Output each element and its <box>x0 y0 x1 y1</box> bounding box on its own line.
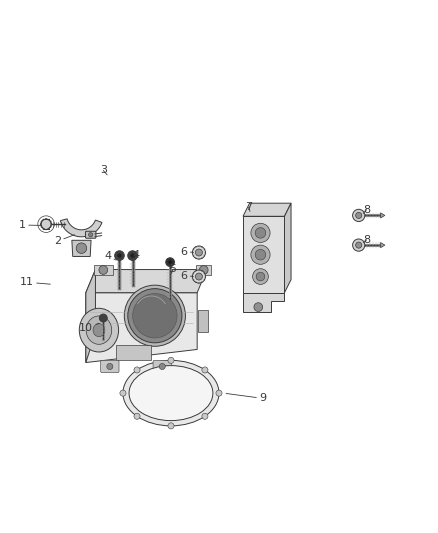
Circle shape <box>131 253 135 258</box>
Polygon shape <box>86 270 95 362</box>
Circle shape <box>168 357 174 364</box>
Text: 6: 6 <box>180 271 194 281</box>
Polygon shape <box>243 293 285 312</box>
Text: 9: 9 <box>226 393 266 403</box>
Text: 6: 6 <box>180 247 194 257</box>
Circle shape <box>251 223 270 243</box>
Circle shape <box>356 212 362 219</box>
FancyBboxPatch shape <box>85 231 96 238</box>
Text: 1: 1 <box>19 220 41 230</box>
Circle shape <box>168 423 174 429</box>
Circle shape <box>88 232 93 237</box>
Ellipse shape <box>79 308 119 352</box>
Text: 11: 11 <box>20 277 50 287</box>
Polygon shape <box>243 203 291 216</box>
Circle shape <box>195 273 202 280</box>
Circle shape <box>120 390 126 396</box>
Circle shape <box>99 265 108 274</box>
Circle shape <box>168 261 172 264</box>
Polygon shape <box>243 216 285 293</box>
Polygon shape <box>94 265 113 275</box>
Circle shape <box>192 270 205 283</box>
Circle shape <box>115 251 124 261</box>
Circle shape <box>76 243 87 253</box>
Polygon shape <box>86 293 197 362</box>
Circle shape <box>133 294 177 338</box>
Polygon shape <box>285 203 291 293</box>
Ellipse shape <box>123 360 219 426</box>
Circle shape <box>134 413 140 419</box>
Circle shape <box>254 303 263 311</box>
Circle shape <box>166 258 174 266</box>
Polygon shape <box>117 345 151 360</box>
Circle shape <box>117 253 122 258</box>
Circle shape <box>256 272 265 281</box>
Ellipse shape <box>93 324 105 337</box>
Circle shape <box>107 364 113 369</box>
Polygon shape <box>72 240 91 256</box>
Circle shape <box>195 249 202 256</box>
Circle shape <box>202 413 208 419</box>
Circle shape <box>199 265 208 274</box>
Text: 7: 7 <box>245 202 252 212</box>
Text: 8: 8 <box>363 235 370 245</box>
Text: 2: 2 <box>54 235 74 246</box>
Text: 10: 10 <box>79 322 99 333</box>
Circle shape <box>353 239 365 251</box>
Circle shape <box>134 367 140 373</box>
Circle shape <box>202 367 208 373</box>
Polygon shape <box>60 219 102 237</box>
Polygon shape <box>196 265 211 275</box>
FancyBboxPatch shape <box>101 360 119 373</box>
Circle shape <box>356 242 362 248</box>
Polygon shape <box>381 243 385 248</box>
Text: 3: 3 <box>100 165 107 175</box>
Circle shape <box>128 251 138 261</box>
Circle shape <box>251 245 270 264</box>
Circle shape <box>253 269 268 285</box>
FancyBboxPatch shape <box>153 360 171 373</box>
Polygon shape <box>86 270 207 293</box>
Circle shape <box>216 390 222 396</box>
Polygon shape <box>198 310 208 332</box>
Circle shape <box>99 314 107 322</box>
Polygon shape <box>381 213 385 218</box>
Circle shape <box>255 228 266 238</box>
Circle shape <box>128 289 182 343</box>
Circle shape <box>192 246 205 259</box>
Text: 8: 8 <box>363 205 370 215</box>
Text: 5: 5 <box>170 264 177 274</box>
Circle shape <box>124 285 185 346</box>
Text: 4: 4 <box>132 250 140 260</box>
Ellipse shape <box>129 366 213 421</box>
Ellipse shape <box>86 316 112 344</box>
Text: 4: 4 <box>104 251 116 261</box>
Circle shape <box>255 249 266 260</box>
Circle shape <box>159 364 165 369</box>
Circle shape <box>353 209 365 222</box>
